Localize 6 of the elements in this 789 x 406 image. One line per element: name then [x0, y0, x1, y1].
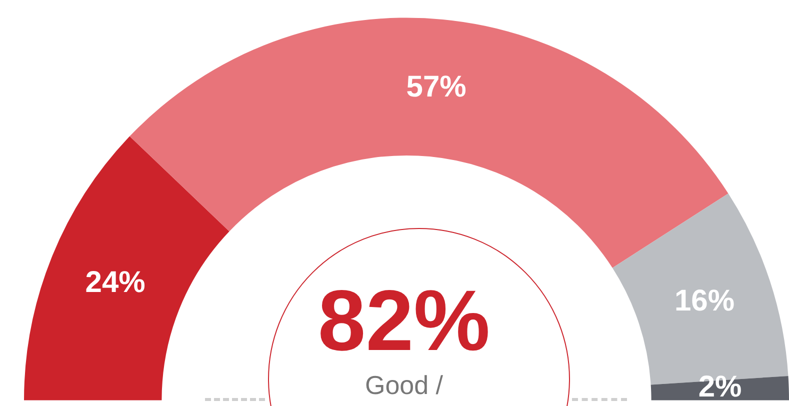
data-label: 57%	[406, 70, 466, 104]
data-label: 24%	[85, 266, 146, 299]
text: Good /	[364, 370, 444, 400]
data-label: 16%	[674, 284, 735, 318]
data-label: 2%	[698, 370, 742, 404]
text: 82%	[318, 273, 490, 369]
